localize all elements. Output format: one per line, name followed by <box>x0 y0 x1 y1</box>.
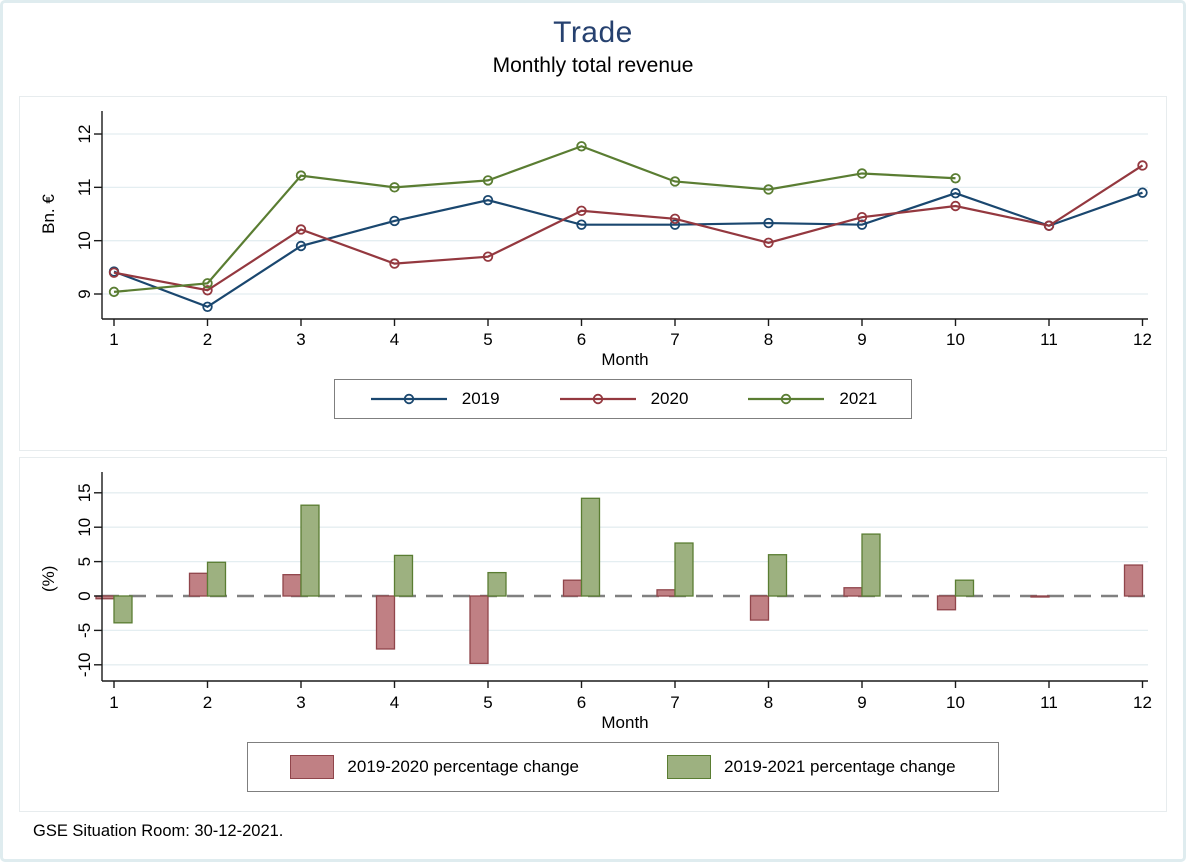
svg-text:3: 3 <box>296 330 305 349</box>
svg-text:9: 9 <box>857 693 866 712</box>
svg-text:-5: -5 <box>75 623 94 638</box>
bar-swatch-icon <box>290 755 335 779</box>
chart-title: Trade <box>553 16 633 49</box>
legend-item-2019-2020-percentage-change: 2019-2020 percentage change <box>290 755 579 779</box>
svg-text:11: 11 <box>75 179 94 197</box>
legend-label: 2021 <box>839 389 878 408</box>
svg-text:(%): (%) <box>39 566 58 592</box>
svg-text:5: 5 <box>483 330 492 349</box>
svg-text:Month: Month <box>601 350 648 365</box>
svg-text:6: 6 <box>577 330 586 349</box>
svg-text:4: 4 <box>390 693 399 712</box>
revenue-line-chart-panel: 9 10 11 12 Bn. €1 2 3 4 5 6 7 8 9 10 11 12 Month 2019 202… <box>19 96 1167 451</box>
legend-label: 2019 <box>461 389 500 408</box>
bar-swatch-icon <box>667 755 711 779</box>
svg-text:5: 5 <box>483 693 492 712</box>
svg-text:10: 10 <box>75 518 94 537</box>
legend-label: 2019-2021 percentage change <box>724 757 956 776</box>
legend-label: 2019-2020 percentage change <box>347 757 579 776</box>
svg-text:11: 11 <box>1040 330 1058 349</box>
svg-text:12: 12 <box>75 125 94 144</box>
chart-header: Trade Monthly total revenue <box>3 3 1183 93</box>
legend-item-2021: 2021 <box>746 389 877 409</box>
svg-text:1: 1 <box>109 330 118 349</box>
svg-text:10: 10 <box>75 231 94 250</box>
svg-text:12: 12 <box>1133 693 1152 712</box>
svg-text:4: 4 <box>390 330 399 349</box>
svg-text:Month: Month <box>601 713 648 730</box>
svg-text:1: 1 <box>109 693 118 712</box>
legend-item-2020: 2020 <box>558 389 689 409</box>
svg-text:8: 8 <box>764 693 773 712</box>
svg-text:12: 12 <box>1133 330 1152 349</box>
line-chart-legend: 2019 2020 2021 <box>20 365 1166 419</box>
bar-chart-legend: 2019-2020 percentage change 2019-2021 per… <box>20 730 1166 792</box>
svg-text:2: 2 <box>203 693 212 712</box>
legend-label: 2020 <box>650 389 689 408</box>
svg-text:7: 7 <box>670 693 679 712</box>
legend-item-2019: 2019 <box>369 389 500 409</box>
svg-text:9: 9 <box>75 289 94 298</box>
line-marker-icon <box>748 393 825 405</box>
source-note: GSE Situation Room: 30-12-2021. <box>33 822 284 840</box>
svg-text:3: 3 <box>296 693 305 712</box>
svg-text:2: 2 <box>203 330 212 349</box>
svg-text:10: 10 <box>946 693 965 712</box>
bar-chart-legend-box: 2019-2020 percentage change 2019-2021 per… <box>247 742 999 792</box>
svg-text:0: 0 <box>75 591 94 600</box>
legend-item-2019-2021-percentage-change: 2019-2021 percentage change <box>667 755 956 779</box>
chart-subtitle: Monthly total revenue <box>492 54 694 77</box>
svg-text:7: 7 <box>670 330 679 349</box>
svg-text:10: 10 <box>946 330 965 349</box>
svg-text:5: 5 <box>75 557 94 566</box>
svg-text:9: 9 <box>857 330 866 349</box>
pct-change-bar-chart-panel: -10 -5 0 5 10 15 (%) 1 2 3 4 5 6 7 8 9 10 11 12 Month 2019-… <box>19 457 1167 812</box>
line-marker-icon <box>559 393 636 405</box>
svg-text:11: 11 <box>1040 693 1058 712</box>
line-marker-icon <box>370 393 447 405</box>
svg-text:6: 6 <box>577 693 586 712</box>
line-chart-legend-box: 2019 2020 2021 <box>333 379 913 419</box>
svg-text:8: 8 <box>764 330 773 349</box>
svg-text:15: 15 <box>75 483 94 502</box>
svg-text:Bn. €: Bn. € <box>39 194 58 234</box>
svg-text:-10: -10 <box>75 653 94 678</box>
